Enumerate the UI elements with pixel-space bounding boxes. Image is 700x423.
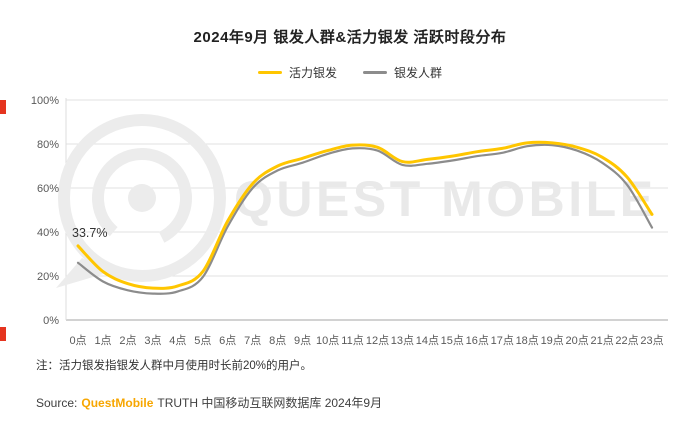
series-line-0: [76, 140, 654, 290]
legend-item-silver-population: 银发人群: [363, 64, 442, 81]
x-tick-label: 1点: [94, 334, 111, 347]
x-tick-label: 3点: [144, 334, 161, 347]
x-tick-label: 12点: [366, 334, 389, 347]
x-tick-label: 6点: [219, 334, 236, 347]
x-tick-label: 8点: [269, 334, 286, 347]
chart-title: 2024年9月 银发人群&活力银发 活跃时段分布: [193, 29, 507, 46]
series-line-1: [76, 143, 654, 295]
source-suffix: TRUTH 中国移动互联网数据库 2024年9月: [157, 396, 383, 410]
x-tick-label: 11点: [341, 334, 363, 347]
source-brand: QuestMobile: [81, 396, 154, 410]
y-tick-label: 20%: [37, 271, 59, 283]
x-tick-label: 4点: [169, 334, 186, 347]
watermark-logo: [56, 114, 226, 288]
x-tick-label: 19点: [541, 334, 564, 347]
x-tick-label: 0点: [69, 334, 86, 347]
y-tick-label: 80%: [37, 139, 59, 151]
x-tick-label: 16点: [466, 334, 489, 347]
x-tick-label: 13点: [391, 334, 414, 347]
x-tick-label: 5点: [194, 334, 211, 347]
x-tick-label: 20点: [565, 334, 588, 347]
x-tick-label: 9点: [294, 334, 311, 347]
x-tick-label: 2点: [119, 334, 136, 347]
x-tick-label: 15点: [441, 334, 464, 347]
line-chart: QUEST MOBILE 0% 20% 40% 60% 80% 100% 0点 1点 2点 3点 4点…: [31, 95, 668, 347]
footnote: 注：活力银发指银发人群中月使用时长前20%的用户。: [36, 360, 313, 372]
x-tick-label: 7点: [244, 334, 261, 347]
legend-swatch-active-silver: [257, 71, 282, 74]
left-edge-accent-top: [0, 100, 6, 114]
left-edge-accent-bottom: [0, 327, 6, 341]
x-tick-label: 23点: [640, 334, 663, 347]
x-tick-label: 10点: [316, 334, 339, 347]
y-tick-label: 0%: [43, 315, 59, 327]
legend-label-active-silver: 活力银发: [288, 66, 337, 80]
watermark-text: QUEST MOBILE: [234, 171, 657, 227]
y-tick-label: 40%: [37, 227, 59, 239]
x-tick-label: 18点: [516, 334, 539, 347]
y-tick-label: 60%: [37, 183, 59, 195]
source-prefix: Source:: [36, 396, 78, 410]
x-tick-label: 22点: [615, 334, 638, 347]
annotation-first-value: 33.7%: [72, 226, 107, 240]
y-tick-label: 100%: [31, 95, 59, 107]
x-tick-label: 21点: [590, 334, 613, 347]
x-tick-label: 17点: [491, 334, 514, 347]
legend-item-active-silver: 活力银发: [257, 64, 337, 81]
x-tick-label: 14点: [416, 334, 439, 347]
source-line: Source: QuestMobile TRUTH 中国移动互联网数据库 2024年…: [36, 394, 382, 411]
legend: 活力银发 银发人群: [0, 64, 700, 81]
legend-swatch-silver-population: [363, 71, 387, 74]
legend-label-silver-population: 银发人群: [394, 66, 443, 80]
